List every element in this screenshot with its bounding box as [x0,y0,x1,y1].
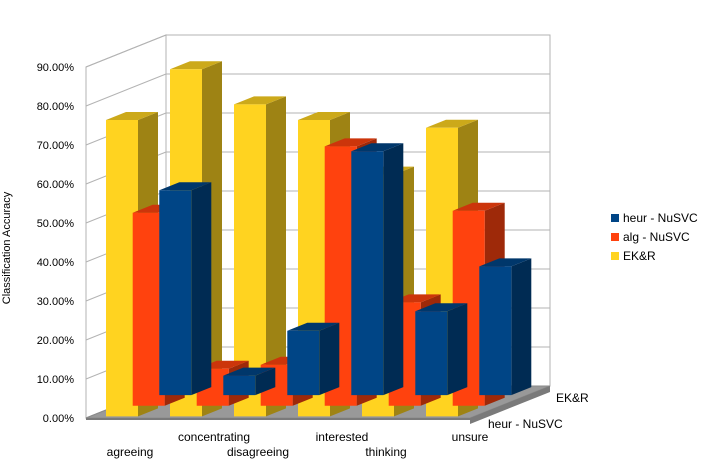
bar-side-heur-nusvc-unsure [511,258,532,396]
bar-heur-nusvc-thinking [415,311,448,396]
legend-swatch-1 [611,233,619,241]
y-tick-label: 10.00% [37,374,75,386]
category-label-disagreeing: disagreeing [227,445,289,459]
legend-label-0: heur - NuSVC [623,211,698,225]
floor-edge [86,418,470,420]
legend-swatch-0 [611,214,619,222]
bar-top-ek-r-interested [298,112,350,120]
y-axis-title: Classification Accuracy [1,191,13,304]
bar-top-heur-nusvc-disagreeing [287,322,340,331]
bar-side-ek-r-disagreeing [266,96,286,417]
category-label-agreeing: agreeing [107,445,154,459]
bar-top-ek-r-agreeing [106,112,158,120]
depth-label-front: heur - NuSVC [488,417,563,431]
bar-heur-nusvc-concentrating [223,375,256,396]
legend-label-1: alg - NuSVC [623,230,690,244]
bar-ek-r-agreeing [106,120,138,417]
y-tick-label: 30.00% [37,296,75,308]
category-label-interested: interested [316,430,369,444]
bar-top-heur-nusvc-agreeing [159,182,212,191]
bar-top-heur-nusvc-thinking [415,303,468,312]
y-tick-label: 50.00% [37,218,75,230]
bar-top-heur-nusvc-interested [351,143,404,152]
category-label-thinking: thinking [365,445,406,459]
bar-ek-r-disagreeing [234,104,266,417]
bar-side-heur-nusvc-concentrating [255,367,276,396]
depth-label-back: EK&R [556,391,589,405]
floor-side [470,386,550,424]
bar-side-heur-nusvc-agreeing [191,182,212,396]
bar-top-ek-r-disagreeing [234,96,286,105]
bar-side-heur-nusvc-thinking [447,303,468,396]
bar-heur-nusvc-unsure [479,266,512,396]
y-tick-label: 40.00% [37,257,75,269]
bar-top-alg-nusvc-unsure [452,202,505,211]
gridline-side [85,34,167,68]
gridline-side [85,73,167,107]
bar-top-ek-r-unsure [426,119,478,128]
bar-top-heur-nusvc-concentrating [223,367,276,376]
category-label-concentrating: concentrating [178,430,250,444]
y-tick-label: 80.00% [37,101,75,113]
bar-side-heur-nusvc-interested [383,143,404,396]
y-tick-label: 0.00% [43,413,74,425]
bar-side-heur-nusvc-disagreeing [319,322,340,396]
y-tick-label: 20.00% [37,335,75,347]
bar-alg-nusvc-agreeing [132,212,165,406]
y-tick-label: 60.00% [37,179,75,191]
bar-top-alg-nusvc-interested [324,138,377,147]
bar-heur-nusvc-interested [351,151,384,396]
legend-swatch-2 [611,252,619,260]
bar-heur-nusvc-agreeing [159,190,192,396]
y-tick-label: 90.00% [37,62,75,74]
legend-label-2: EK&R [623,249,656,263]
bar-top-ek-r-concentrating [170,61,222,70]
bar-heur-nusvc-disagreeing [287,330,320,396]
bar-top-heur-nusvc-unsure [479,258,532,267]
category-label-unsure: unsure [452,430,489,444]
y-tick-label: 70.00% [37,140,75,152]
